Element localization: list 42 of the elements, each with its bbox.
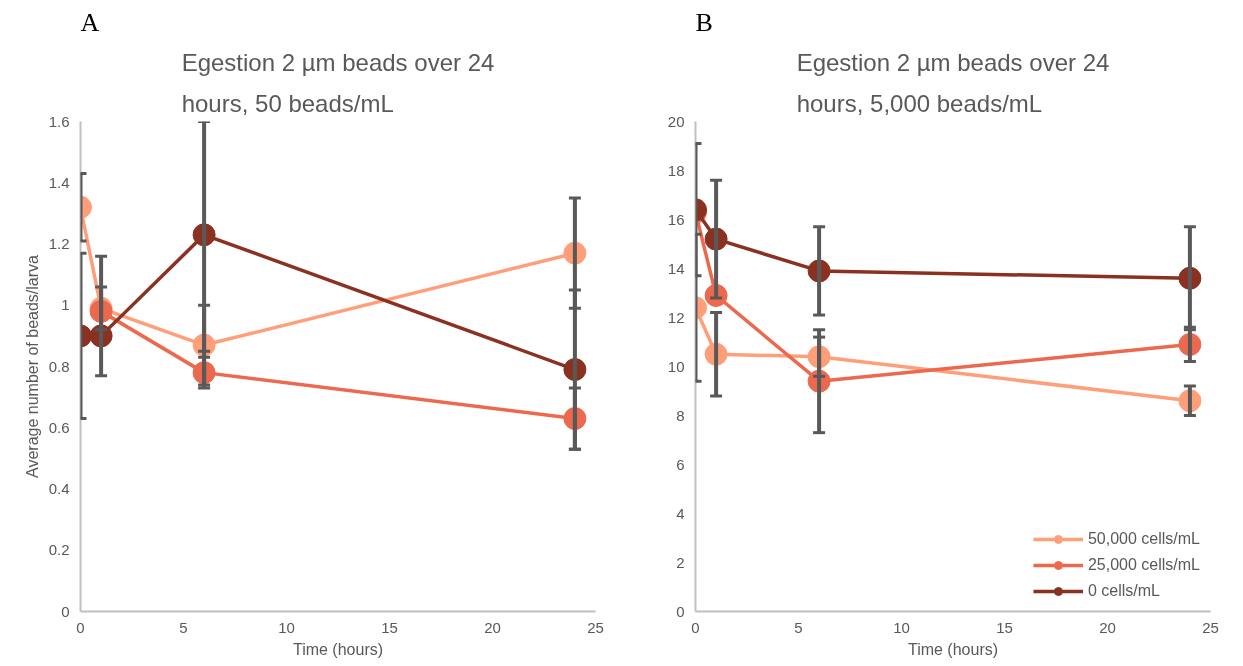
y-tick-label: 4 — [676, 504, 685, 522]
chart-title: Egestion 2 µm beads over 24 hours, 50 beads/mL — [181, 49, 495, 117]
x-tick-label: 0 — [691, 618, 700, 636]
x-tick-label: 25 — [587, 618, 604, 636]
text: A — [80, 7, 100, 37]
y-tick-label: 18 — [667, 161, 685, 179]
chart-title: Egestion 2 µm beads over 24 hours, 5,000 beads/mL — [796, 49, 1110, 117]
x-tick-label: 10 — [893, 618, 910, 636]
y-tick-label: 1 — [61, 296, 70, 314]
x-tick-label: 15 — [996, 618, 1013, 636]
x-tick-label: 20 — [1099, 618, 1116, 636]
y-tick-label: 0 — [61, 602, 70, 620]
y-tick-label: 1.4 — [48, 173, 70, 191]
y-tick-label: 0.2 — [48, 541, 70, 559]
y-tick-label: 20 — [667, 112, 685, 130]
y-tick-label: 1.2 — [48, 235, 70, 252]
x-axis-title: Time (hours) — [907, 640, 999, 658]
y-tick-label: 0.4 — [48, 480, 70, 497]
x-tick-label: 0 — [76, 618, 85, 636]
x-tick-label: 25 — [1202, 618, 1219, 636]
x-axis-title: Time (hours) — [292, 640, 384, 658]
legend-label: 0 cells/mL — [1087, 582, 1160, 600]
y-tick-label: 8 — [676, 406, 685, 424]
legend-label: 50,000 cells/mL — [1087, 530, 1200, 548]
y-tick-label: 12 — [667, 308, 685, 326]
x-tick-label: 5 — [794, 618, 803, 636]
y-tick-label: 0 — [676, 602, 685, 620]
y-tick-label: 2 — [676, 553, 685, 571]
x-tick-label: 20 — [484, 618, 501, 636]
y-tick-label: 1.6 — [48, 112, 70, 130]
y-tick-label: 14 — [667, 259, 685, 277]
y-tick-label: 10 — [667, 357, 685, 375]
y-axis-title: Average number of beads/larva — [23, 254, 41, 478]
y-tick-label: 6 — [676, 455, 685, 473]
y-tick-label: 0.6 — [48, 418, 70, 436]
y-tick-label: 0.8 — [48, 357, 70, 375]
text: B — [695, 7, 713, 37]
y-tick-label: 16 — [667, 210, 685, 228]
x-tick-label: 15 — [381, 618, 398, 636]
legend-label: 25,000 cells/mL — [1087, 556, 1200, 574]
x-tick-label: 5 — [179, 618, 188, 636]
x-tick-label: 10 — [278, 618, 295, 636]
